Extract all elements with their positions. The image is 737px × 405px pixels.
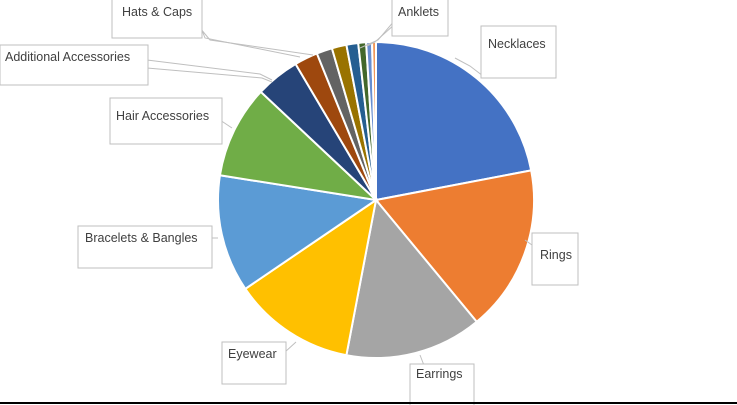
label-additional: Additional Accessories [5,50,130,64]
label-rings: Rings [540,248,572,262]
label-eyewear: Eyewear [228,347,277,361]
callout-additional: Additional Accessories [0,44,149,86]
slice-rings [374,169,535,324]
leader-additional [146,59,273,81]
callout-anklets: Anklets [391,0,449,37]
leader-rings [524,239,533,246]
callout-eyewear: Eyewear [221,341,287,385]
pie-slices [217,40,535,359]
label-hair: Hair Accessories [116,109,209,123]
label-earrings: Earrings [416,367,463,381]
leader-hats-2 [199,27,314,56]
label-bracelets: Bracelets & Bangles [85,231,198,245]
slice-eyewear [243,197,378,357]
leader-additional-2 [146,67,273,83]
label-necklaces: Necklaces [488,37,546,51]
leader-anklets [359,19,396,49]
leader-lines [146,19,533,369]
slice-hair-accessories [218,90,380,202]
slice-earrings [345,197,479,359]
leader-necklaces [454,57,484,77]
callout-hair: Hair Accessories [109,97,223,145]
leader-eyewear [284,341,297,353]
label-anklets: Anklets [398,5,439,19]
label-hats: Hats & Caps [122,5,192,19]
slice-necklaces [375,40,533,202]
callout-hats: Hats & Caps [111,0,203,39]
callout-rings: Rings [531,232,579,286]
bottom-border [0,402,737,404]
callout-bracelets: Bracelets & Bangles [77,225,213,269]
callout-necklaces: Necklaces [480,25,557,79]
slice-bracelets-bangles [217,174,379,291]
callout-earrings: Earrings [409,363,475,405]
leader-anklets-2 [366,23,396,47]
